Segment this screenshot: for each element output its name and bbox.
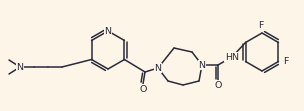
Text: F: F <box>283 57 289 66</box>
Text: O: O <box>139 84 147 93</box>
Text: N: N <box>105 27 112 36</box>
Text: O: O <box>214 80 222 89</box>
Text: N: N <box>16 62 23 71</box>
Text: N: N <box>199 60 206 69</box>
Text: F: F <box>258 21 264 30</box>
Text: HN: HN <box>225 53 239 61</box>
Text: N: N <box>154 63 161 72</box>
